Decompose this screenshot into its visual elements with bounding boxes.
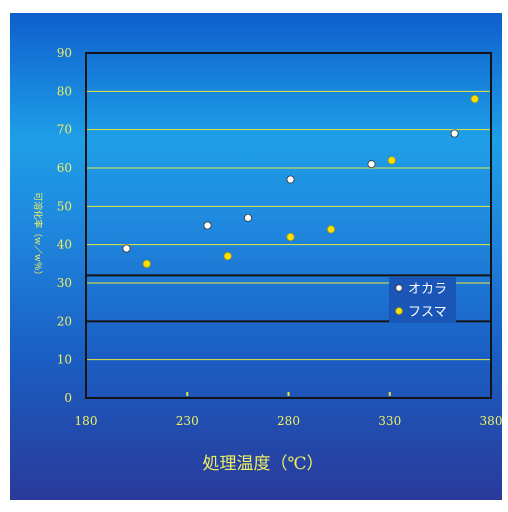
- x-tick-label: 330: [378, 414, 401, 428]
- y-tick-label: 80: [57, 84, 72, 98]
- x-tick-labels: 180 230 280 330 380: [75, 414, 503, 428]
- data-point: [142, 259, 151, 268]
- data-point: [450, 129, 459, 138]
- chart-background: [10, 13, 502, 500]
- x-tick-label: 230: [176, 414, 199, 428]
- y-tick-label: 70: [57, 123, 72, 137]
- y-tick-label: 50: [57, 199, 72, 213]
- data-point: [286, 232, 295, 241]
- y-axis-label: 可溶化率（w／w％）: [32, 192, 44, 279]
- y-tick-label: 10: [57, 353, 72, 367]
- x-axis-label: 処理温度（℃）: [202, 454, 323, 474]
- y-tick-label: 40: [57, 238, 72, 252]
- data-point: [327, 225, 336, 234]
- legend-marker: [395, 284, 403, 292]
- y-tick-label: 0: [64, 391, 72, 405]
- y-tick-label: 20: [57, 314, 72, 328]
- data-point: [122, 244, 131, 253]
- data-point: [243, 213, 252, 222]
- data-point: [286, 175, 295, 184]
- x-tick-label: 180: [75, 414, 98, 428]
- axis-layer: [85, 52, 492, 399]
- data-point: [203, 221, 212, 230]
- plot-frame: [85, 52, 492, 399]
- y-tick-labels: 0 10 20 30 40 50 60 70 80 90: [57, 46, 72, 405]
- data-points: [122, 95, 479, 268]
- legend-label: フスマ: [408, 305, 447, 320]
- data-point: [470, 95, 479, 104]
- x-tick-label: 280: [277, 414, 300, 428]
- data-point: [367, 160, 376, 169]
- legend-marker: [395, 307, 403, 315]
- legend-label: オカラ: [408, 282, 447, 297]
- data-point: [387, 156, 396, 165]
- y-tick-label: 90: [57, 46, 72, 60]
- y-tick-label: 60: [57, 161, 72, 175]
- y-tick-label: 30: [57, 276, 72, 290]
- data-point: [223, 252, 232, 261]
- x-tick-label: 380: [480, 414, 503, 428]
